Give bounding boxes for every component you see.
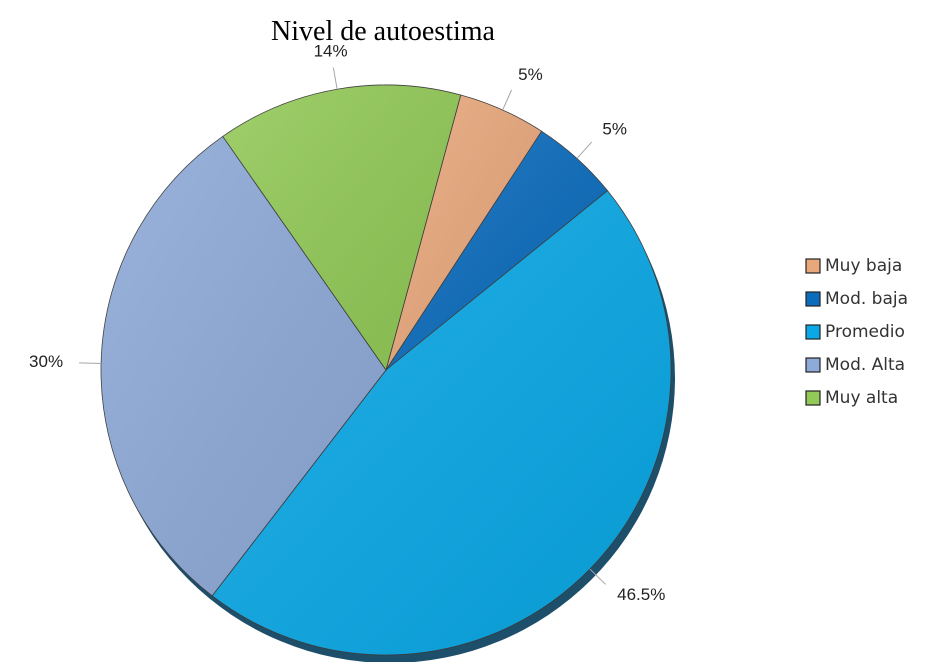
slice-shine xyxy=(386,131,608,370)
legend-label: Promedio xyxy=(825,322,905,342)
legend-swatch xyxy=(805,390,821,406)
slice-shine xyxy=(222,85,461,371)
slice-shine xyxy=(386,94,542,370)
data-label: 5% xyxy=(602,120,627,139)
leader-line xyxy=(79,362,102,364)
slice-shine xyxy=(100,136,386,596)
legend-label: Muy baja xyxy=(825,256,902,276)
data-label: 46.5% xyxy=(617,585,665,604)
legend-swatch xyxy=(805,291,821,307)
legend-swatch xyxy=(805,258,821,274)
legend-swatch xyxy=(805,324,821,340)
leader-line xyxy=(589,568,607,585)
legend-label: Mod. baja xyxy=(825,289,908,309)
leader-line xyxy=(576,141,593,159)
chart-title: Nivel de autoestima xyxy=(271,16,496,47)
slice-shine xyxy=(212,190,672,656)
data-label: 5% xyxy=(518,65,543,84)
leader-line xyxy=(502,89,513,111)
legend-label: Muy alta xyxy=(825,388,898,408)
legend-label: Mod. Alta xyxy=(825,355,905,375)
data-label: 30% xyxy=(29,352,63,371)
data-label: 14% xyxy=(314,41,348,60)
leader-line xyxy=(332,67,338,90)
legend-swatch xyxy=(805,357,821,373)
